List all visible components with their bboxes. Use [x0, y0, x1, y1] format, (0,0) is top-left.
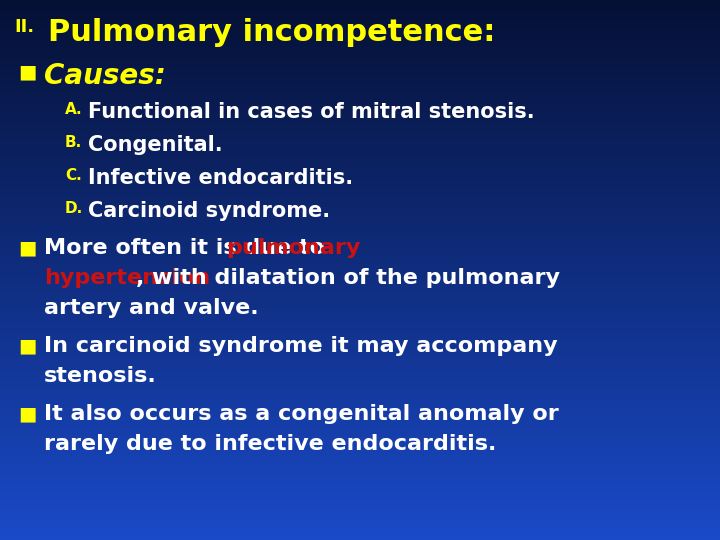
Text: Carcinoid syndrome.: Carcinoid syndrome. [88, 201, 330, 221]
Text: ■: ■ [18, 62, 37, 81]
Text: Infective endocarditis.: Infective endocarditis. [88, 168, 353, 188]
Text: Congenital.: Congenital. [88, 135, 222, 155]
Text: Functional in cases of mitral stenosis.: Functional in cases of mitral stenosis. [88, 102, 535, 122]
Text: B.: B. [65, 135, 82, 150]
Text: stenosis.: stenosis. [44, 366, 157, 386]
Text: Pulmonary incompetence:: Pulmonary incompetence: [48, 18, 495, 47]
Text: pulmonary: pulmonary [226, 238, 361, 258]
Text: Causes:: Causes: [44, 62, 166, 90]
Text: D.: D. [65, 201, 84, 216]
Text: More often it is due to: More often it is due to [44, 238, 333, 258]
Text: ■: ■ [18, 238, 37, 257]
Text: It also occurs as a congenital anomaly or: It also occurs as a congenital anomaly o… [44, 404, 559, 424]
Text: In carcinoid syndrome it may accompany: In carcinoid syndrome it may accompany [44, 336, 557, 356]
Text: ■: ■ [18, 404, 37, 423]
Text: hypertension: hypertension [44, 268, 210, 288]
Text: C.: C. [65, 168, 82, 183]
Text: artery and valve.: artery and valve. [44, 298, 258, 318]
Text: , with dilatation of the pulmonary: , with dilatation of the pulmonary [136, 268, 560, 288]
Text: ■: ■ [18, 336, 37, 355]
Text: II.: II. [14, 18, 34, 36]
Text: rarely due to infective endocarditis.: rarely due to infective endocarditis. [44, 434, 496, 454]
Text: A.: A. [65, 102, 83, 117]
